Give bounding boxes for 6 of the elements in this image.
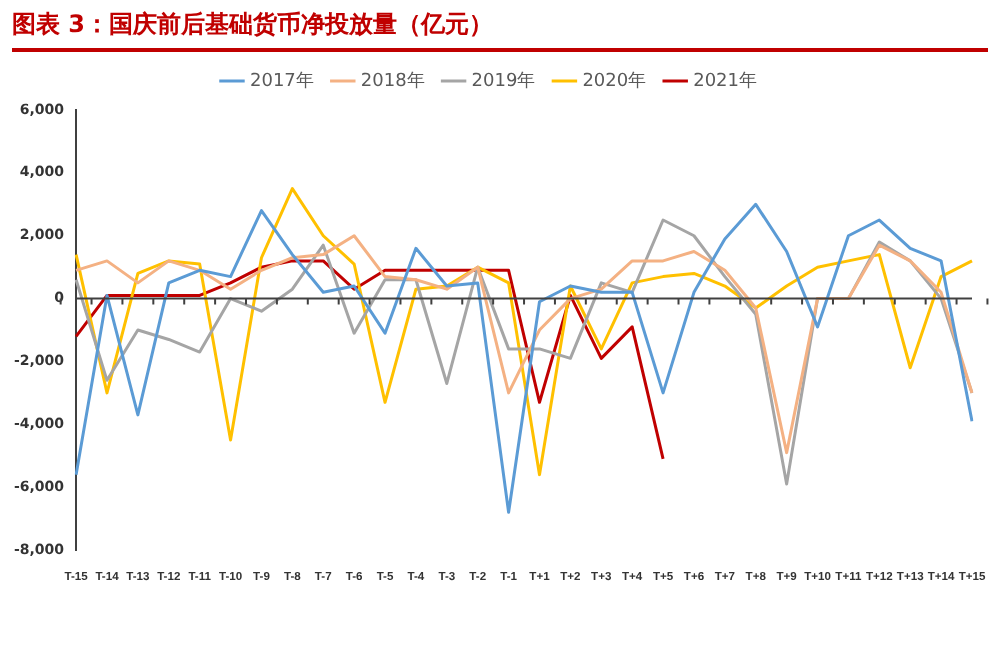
legend-label: 2021年: [693, 69, 758, 92]
legend-label: 2017年: [249, 69, 314, 92]
chart-title: 图表 3：国庆前后基础货币净投放量（亿元）: [12, 8, 988, 52]
legend-label: 2019年: [471, 69, 536, 92]
legend-label: 2018年: [360, 69, 425, 92]
legend-label: 2020年: [582, 69, 647, 92]
